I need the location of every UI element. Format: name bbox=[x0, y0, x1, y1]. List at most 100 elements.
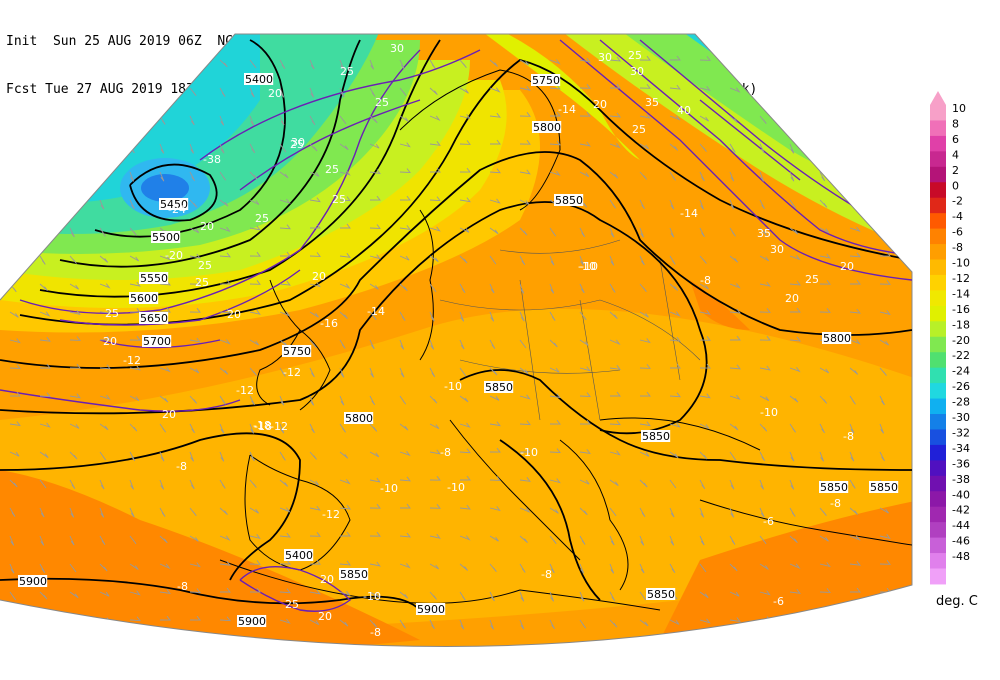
wind-barb bbox=[850, 279, 861, 285]
wind-barb bbox=[69, 479, 76, 489]
height-label: 5650 bbox=[140, 312, 168, 325]
wind-barb bbox=[430, 648, 434, 657]
wind-barb bbox=[489, 227, 499, 235]
wind-barb bbox=[789, 367, 801, 373]
wind-barb bbox=[69, 451, 78, 460]
wind-label: 35 bbox=[645, 96, 659, 109]
wind-barb bbox=[579, 255, 585, 266]
wind-barb bbox=[129, 423, 138, 432]
wind-barb bbox=[339, 283, 351, 289]
wind-barb bbox=[429, 311, 435, 322]
wind-barb bbox=[519, 227, 528, 236]
wind-barb bbox=[759, 643, 771, 647]
wind-barb bbox=[129, 507, 135, 518]
wind-barb bbox=[129, 199, 135, 210]
wind-barb bbox=[129, 395, 140, 401]
wind-barb bbox=[339, 367, 345, 378]
wind-barb bbox=[549, 507, 559, 514]
wind-barb bbox=[9, 421, 21, 427]
legend-swatch bbox=[930, 305, 946, 322]
wind-barb bbox=[639, 55, 651, 61]
temperature-label: -10 bbox=[447, 481, 465, 494]
wind-barb bbox=[399, 59, 405, 70]
legend-label: -34 bbox=[952, 442, 970, 455]
wind-label: 30 bbox=[770, 243, 784, 256]
wind-barb bbox=[69, 591, 79, 599]
wind-barb bbox=[129, 171, 135, 182]
wind-barb bbox=[459, 395, 469, 403]
legend-label: -48 bbox=[952, 550, 970, 563]
wind-barb bbox=[309, 479, 320, 486]
wind-barb bbox=[609, 311, 618, 320]
height-label-bg bbox=[139, 312, 169, 324]
wind-barb bbox=[9, 591, 17, 601]
legend-swatch bbox=[930, 228, 946, 245]
legend-swatch bbox=[930, 197, 946, 214]
wind-barb bbox=[609, 171, 619, 179]
legend-swatch bbox=[930, 244, 946, 260]
wind-barb bbox=[219, 87, 226, 97]
height-label: 5400 bbox=[245, 73, 273, 86]
wind-barb bbox=[399, 591, 409, 599]
legend-swatch bbox=[930, 522, 946, 539]
legend-label: -46 bbox=[952, 535, 970, 548]
wind-barb bbox=[39, 143, 49, 151]
legend-label: -22 bbox=[952, 349, 970, 362]
wind-barb bbox=[489, 168, 501, 174]
wind-barb bbox=[39, 227, 45, 238]
wind-barb bbox=[279, 224, 291, 230]
legend-swatch bbox=[930, 491, 946, 508]
legend-label: 2 bbox=[952, 164, 959, 177]
wind-barb bbox=[159, 115, 166, 125]
map-frame bbox=[0, 33, 913, 647]
wind-label: 20 bbox=[320, 573, 334, 586]
wind-barb bbox=[459, 197, 471, 203]
height-label: 5550 bbox=[140, 272, 168, 285]
wind-barb bbox=[310, 648, 317, 655]
wind-barb bbox=[670, 55, 681, 61]
wind-barb bbox=[399, 563, 411, 569]
wind-barb bbox=[699, 591, 709, 599]
wind-barb bbox=[429, 255, 439, 262]
wind-barb bbox=[99, 394, 111, 400]
color-legend-labels: 10 8 6 4 2 0 -2 -4 -6 -8 -10 -12 -14 -16 -18 -20 -22 -24 -… bbox=[952, 102, 970, 563]
wind-barb bbox=[69, 336, 81, 341]
wind-barb bbox=[69, 535, 75, 546]
wind-barb bbox=[609, 619, 618, 628]
legend-swatch bbox=[930, 336, 946, 353]
wind-barb bbox=[309, 252, 321, 257]
wind-barb bbox=[69, 85, 81, 91]
wind-barb bbox=[309, 339, 317, 348]
wind-label: 20 bbox=[785, 292, 799, 305]
wind-barb bbox=[69, 618, 81, 624]
wind-barb bbox=[340, 648, 346, 656]
wind-barb bbox=[430, 167, 441, 173]
wind-barb bbox=[699, 309, 711, 315]
wind-barb bbox=[609, 199, 616, 209]
wind-barb bbox=[309, 223, 321, 229]
wind-barb bbox=[39, 283, 48, 291]
wind-label: 30 bbox=[390, 42, 404, 55]
height-label: 5800 bbox=[345, 412, 373, 425]
wind-barb bbox=[309, 559, 321, 565]
wind-barb bbox=[519, 311, 525, 322]
wind-barb bbox=[459, 367, 467, 377]
height-label-bg bbox=[142, 335, 172, 347]
wind-barb bbox=[609, 563, 615, 574]
wind-barb bbox=[339, 311, 348, 320]
height-label-bg bbox=[282, 345, 312, 357]
wind-barb bbox=[759, 507, 765, 518]
wind-barb bbox=[189, 143, 195, 154]
wind-barb bbox=[99, 563, 108, 572]
wind-barb bbox=[159, 451, 165, 462]
wind-barb bbox=[40, 55, 51, 61]
wind-barb bbox=[550, 648, 557, 655]
wind-barb bbox=[189, 588, 201, 593]
wind-barb bbox=[819, 227, 830, 234]
wind-barb bbox=[489, 339, 496, 349]
legend-swatch bbox=[930, 166, 946, 183]
wind-barb bbox=[39, 84, 51, 90]
wind-barb bbox=[219, 115, 225, 126]
wind-barb bbox=[579, 619, 587, 629]
wind-barb bbox=[579, 366, 591, 372]
